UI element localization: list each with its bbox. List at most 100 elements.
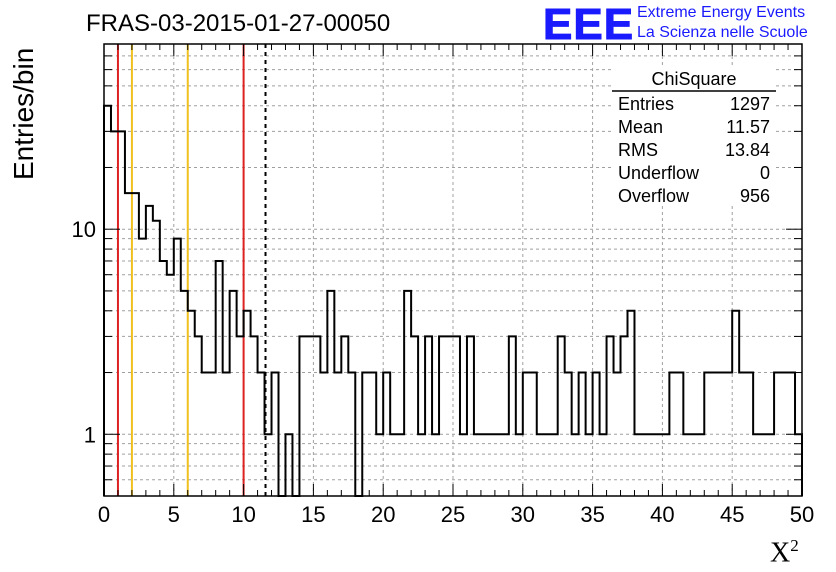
x-tick-label: 20 — [371, 502, 395, 527]
histogram-bin — [565, 373, 572, 496]
histogram-bin — [195, 336, 202, 496]
histogram-bin — [244, 311, 251, 496]
histogram-bin — [404, 291, 411, 496]
histogram-bin — [753, 434, 760, 496]
y-tick-label: 1 — [84, 422, 96, 447]
histogram-bin — [621, 336, 628, 496]
histogram-bin — [104, 106, 111, 496]
histogram-bin — [397, 434, 404, 496]
histogram-bin — [237, 336, 244, 496]
histogram-bin — [725, 373, 732, 496]
histogram-bin — [732, 311, 739, 496]
histogram-bin — [488, 434, 495, 496]
histogram-bin — [251, 336, 258, 496]
x-tick-label: 15 — [301, 502, 325, 527]
histogram-bin — [558, 336, 565, 496]
stats-row-value: 11.57 — [726, 117, 770, 137]
histogram-bin — [718, 373, 725, 496]
histogram-bin — [467, 336, 474, 496]
x-axis-label-superscript: 2 — [790, 536, 799, 555]
histogram-bin — [111, 131, 118, 496]
histogram-bin — [341, 336, 348, 496]
logo-line-2: La Scienza nelle Scuole — [637, 24, 808, 41]
chart-title: FRAS-03-2015-01-27-00050 — [86, 10, 391, 37]
histogram-bin — [118, 131, 125, 496]
histogram-bin — [495, 434, 502, 496]
histogram-bin — [600, 434, 607, 496]
histogram-bin — [551, 434, 558, 496]
histogram-bin — [167, 275, 174, 496]
histogram-bin — [711, 373, 718, 496]
histogram-bin — [607, 336, 614, 496]
histogram-bin — [369, 373, 376, 496]
histogram-bin — [209, 373, 216, 496]
histogram-bin — [586, 434, 593, 496]
histogram-bin — [516, 434, 523, 496]
stats-row-label: Entries — [618, 94, 674, 114]
stats-box-title: ChiSquare — [651, 69, 736, 89]
histogram-bin — [481, 434, 488, 496]
histogram-bin — [634, 434, 641, 496]
histogram-bin — [362, 373, 369, 496]
histogram-bin — [676, 373, 683, 496]
histogram-bin — [230, 291, 237, 496]
histogram-bin — [348, 373, 355, 496]
histogram-bin — [502, 434, 509, 496]
stats-row-label: RMS — [618, 140, 658, 160]
histogram-bin — [439, 336, 446, 496]
histogram-bin — [662, 434, 669, 496]
histogram-bin — [746, 373, 753, 496]
histogram-bin — [223, 373, 230, 496]
stats-row-value: 956 — [740, 186, 770, 206]
histogram-bin — [572, 434, 579, 496]
histogram-series — [103, 104, 803, 497]
x-axis-label: X2 — [770, 536, 799, 569]
histogram-bin — [174, 239, 181, 496]
histogram-bin — [139, 239, 146, 496]
histogram-bin — [376, 434, 383, 496]
histogram-bin — [648, 434, 655, 496]
histogram-bin — [655, 434, 662, 496]
histogram-bin — [509, 336, 516, 496]
histogram-bin — [272, 373, 279, 496]
histogram-bin — [530, 373, 537, 496]
histogram-bin — [523, 373, 530, 496]
histogram-bin — [153, 221, 160, 496]
histogram-bin — [418, 434, 425, 496]
histogram-bin — [537, 434, 544, 496]
histogram-bin — [739, 373, 746, 496]
histogram-bin — [320, 373, 327, 496]
histogram-bin — [146, 206, 153, 496]
stats-row-value: 1297 — [730, 94, 770, 114]
histogram-bin — [579, 373, 586, 496]
x-tick-label: 50 — [790, 502, 814, 527]
histogram-bin — [265, 434, 272, 496]
stats-row-value: 0 — [760, 163, 770, 183]
histogram-bin — [425, 336, 432, 496]
histogram-bin — [593, 373, 600, 496]
histogram-bin — [446, 336, 453, 496]
histogram-bin — [334, 373, 341, 496]
x-tick-label: 25 — [441, 502, 465, 527]
x-tick-label: 30 — [511, 502, 535, 527]
histogram-bin — [544, 434, 551, 496]
x-tick-label: 5 — [168, 502, 180, 527]
histogram-bin — [313, 336, 320, 496]
stats-row-label: Mean — [618, 117, 663, 137]
x-tick-label: 35 — [580, 502, 604, 527]
x-tick-label: 10 — [231, 502, 255, 527]
histogram-bin — [767, 434, 774, 496]
histogram-bin — [774, 373, 781, 496]
histogram-bin — [181, 291, 188, 496]
histogram-bin — [411, 336, 418, 496]
histogram-bin — [258, 373, 265, 496]
x-tick-label: 40 — [650, 502, 674, 527]
x-tick-label: 45 — [720, 502, 744, 527]
histogram-bin — [306, 336, 313, 496]
histogram-bin — [704, 373, 711, 496]
histogram-bin — [669, 373, 676, 496]
histogram-bin — [453, 336, 460, 496]
histogram-bin — [216, 261, 223, 496]
stats-row-label: Underflow — [618, 163, 700, 183]
